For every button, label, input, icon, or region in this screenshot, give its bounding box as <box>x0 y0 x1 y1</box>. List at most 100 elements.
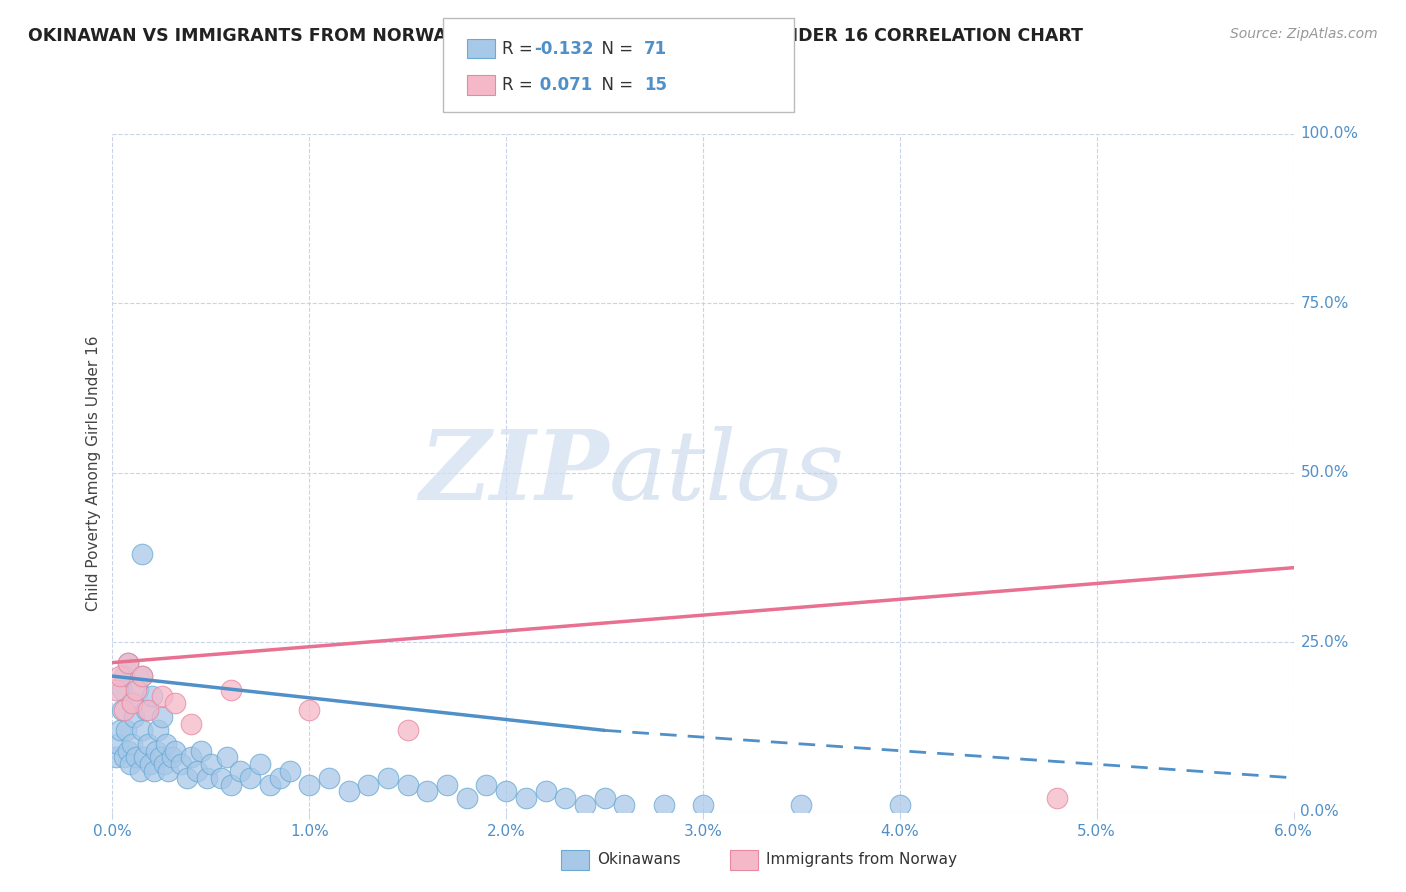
Text: ZIP: ZIP <box>419 425 609 520</box>
Point <box>117 656 139 670</box>
Point <box>215 750 238 764</box>
Point <box>209 771 232 785</box>
Point <box>155 737 177 751</box>
Point <box>156 764 179 778</box>
Point <box>416 784 439 798</box>
Point <box>136 737 159 751</box>
Point <box>1046 791 1069 805</box>
Point <box>131 669 153 683</box>
Point <box>396 778 419 792</box>
Point <box>475 778 498 792</box>
Text: 50.0%: 50.0% <box>1301 466 1348 480</box>
Point <box>117 656 139 670</box>
Point <box>515 791 537 805</box>
Point <box>131 547 153 561</box>
Text: 75.0%: 75.0% <box>1301 296 1348 310</box>
Point <box>122 710 145 724</box>
Text: 15: 15 <box>644 76 666 94</box>
Point <box>298 778 321 792</box>
Text: R =: R = <box>502 76 538 94</box>
Point <box>219 778 242 792</box>
Point <box>120 757 142 772</box>
Text: Source: ZipAtlas.com: Source: ZipAtlas.com <box>1230 27 1378 41</box>
Point <box>110 723 132 738</box>
Point <box>165 744 187 758</box>
Point <box>150 710 173 724</box>
Text: OKINAWAN VS IMMIGRANTS FROM NORWAY CHILD POVERTY AMONG GIRLS UNDER 16 CORRELATIO: OKINAWAN VS IMMIGRANTS FROM NORWAY CHILD… <box>28 27 1083 45</box>
Point <box>121 696 143 710</box>
Point <box>692 797 714 812</box>
Point <box>112 669 135 683</box>
Text: 0.0%: 0.0% <box>1301 805 1339 819</box>
Y-axis label: Child Poverty Among Girls Under 16: Child Poverty Among Girls Under 16 <box>86 335 101 610</box>
Point <box>111 682 134 697</box>
Point <box>145 744 167 758</box>
Point <box>574 797 596 812</box>
Point <box>318 771 340 785</box>
Text: 71: 71 <box>644 39 666 57</box>
Point <box>117 744 139 758</box>
Point <box>180 750 202 764</box>
Point <box>150 690 173 704</box>
Text: Okinawans: Okinawans <box>598 853 681 867</box>
Point <box>195 771 218 785</box>
Point <box>105 750 128 764</box>
Point <box>160 750 183 764</box>
Point <box>180 716 202 731</box>
Point <box>139 757 162 772</box>
Point <box>534 784 557 798</box>
Point <box>149 750 172 764</box>
Text: N =: N = <box>591 76 638 94</box>
Point <box>131 669 153 683</box>
Text: -0.132: -0.132 <box>534 39 593 57</box>
Point <box>112 750 135 764</box>
Point <box>249 757 271 772</box>
Point <box>337 784 360 798</box>
Point <box>170 757 193 772</box>
Point <box>135 703 157 717</box>
Point <box>229 764 252 778</box>
Point <box>125 750 148 764</box>
Point <box>652 797 675 812</box>
Point <box>142 764 165 778</box>
Point <box>377 771 399 785</box>
Point <box>132 750 155 764</box>
Point <box>121 696 143 710</box>
Point <box>436 778 458 792</box>
Point <box>186 764 208 778</box>
Point <box>146 723 169 738</box>
Point <box>278 764 301 778</box>
Point <box>107 737 129 751</box>
Point <box>456 791 478 805</box>
Point <box>259 778 281 792</box>
Point <box>790 797 813 812</box>
Point <box>495 784 517 798</box>
Point <box>165 696 187 710</box>
Point <box>357 778 380 792</box>
Point <box>190 744 212 758</box>
Point <box>176 771 198 785</box>
Point <box>141 690 163 704</box>
Point <box>136 703 159 717</box>
Point <box>111 703 134 717</box>
Point <box>131 723 153 738</box>
Point <box>298 703 321 717</box>
Point <box>127 682 149 697</box>
Text: R =: R = <box>502 39 538 57</box>
Point <box>396 723 419 738</box>
Text: atlas: atlas <box>609 425 845 520</box>
Point <box>200 757 222 772</box>
Text: N =: N = <box>591 39 638 57</box>
Text: 0.071: 0.071 <box>534 76 592 94</box>
Text: 25.0%: 25.0% <box>1301 635 1348 649</box>
Text: Immigrants from Norway: Immigrants from Norway <box>766 853 957 867</box>
Point <box>129 764 152 778</box>
Point <box>613 797 636 812</box>
Point <box>593 791 616 805</box>
Point <box>110 669 132 683</box>
Point <box>239 771 262 785</box>
Point <box>269 771 291 785</box>
Point <box>115 723 138 738</box>
Point <box>219 682 242 697</box>
Text: 100.0%: 100.0% <box>1301 127 1358 141</box>
